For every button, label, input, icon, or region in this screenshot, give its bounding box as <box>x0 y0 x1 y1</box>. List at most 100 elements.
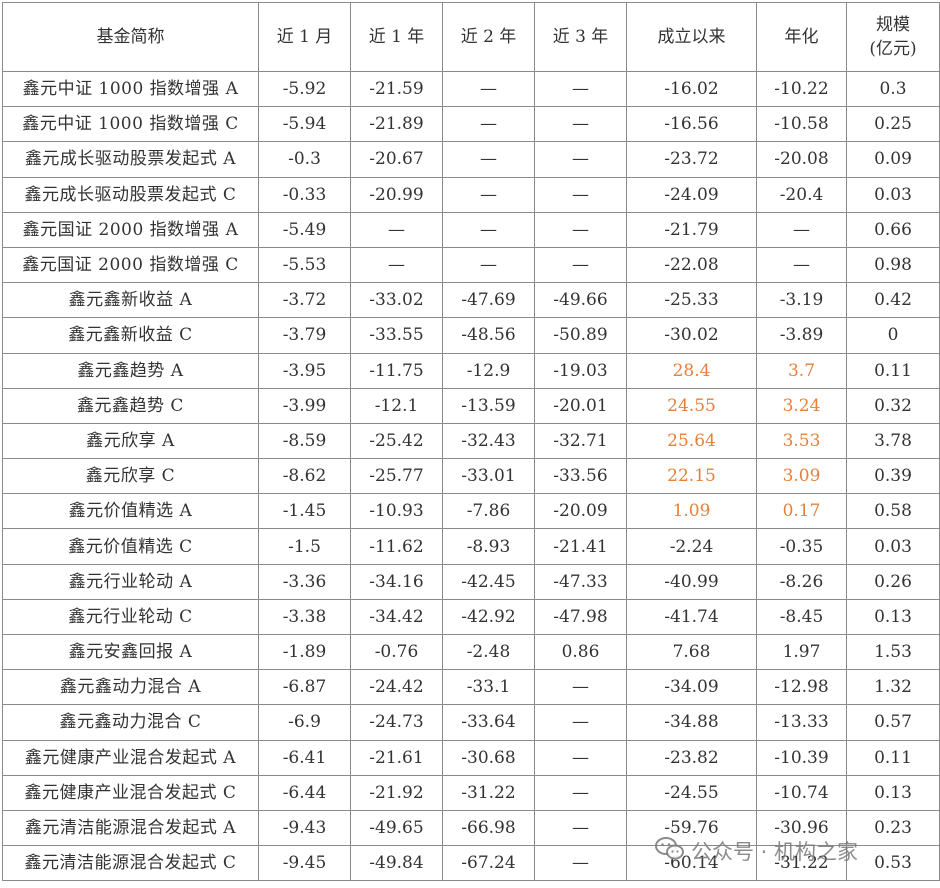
table-row: 鑫元健康产业混合发起式 C -6.44 -21.92 -31.22— -24.55 -10… <box>2 774 940 811</box>
table-cell: -21.61 <box>350 739 443 776</box>
table-cell: -9.45 <box>258 845 351 882</box>
table-cell: -13.59 <box>442 387 535 424</box>
table-cell: 0.53 <box>846 845 940 882</box>
table-cell: -24.55 <box>626 774 757 811</box>
column-header: 基金简称 <box>2 2 259 72</box>
table-cell: — <box>442 211 535 248</box>
table-cell: -34.16 <box>350 563 443 600</box>
table-cell: -19.03 <box>534 352 627 389</box>
table-cell: 22.15 <box>626 458 757 495</box>
fund-name-cell: 鑫元清洁能源混合发起式 A <box>2 809 259 847</box>
table-cell: -2.48 <box>442 633 535 671</box>
column-header: 成立以来 <box>626 2 757 72</box>
table-cell: — <box>756 211 847 248</box>
table-cell: -23.82 <box>626 739 757 776</box>
table-cell: -13.33 <box>756 704 847 741</box>
table-cell: -10.22 <box>756 70 847 108</box>
table-cell: -3.72 <box>258 282 351 319</box>
fund-name-cell: 鑫元鑫新收益 A <box>2 282 259 319</box>
fund-name-cell: 鑫元健康产业混合发起式 C <box>2 774 259 811</box>
table-cell: 0.17 <box>756 493 847 530</box>
table-cell: -20.4 <box>756 176 847 213</box>
table-cell: — <box>534 809 627 847</box>
table-cell: 0.13 <box>846 774 940 811</box>
table-row: 鑫元成长驱动股票发起式 A -0.3 -20.67— — -23.72 -20.08 0.0… <box>2 141 940 178</box>
table-cell: -59.76 <box>626 809 757 847</box>
column-header: 近 1 月 <box>258 2 351 72</box>
table-cell: 25.64 <box>626 422 757 460</box>
table-cell: 1.32 <box>846 669 940 706</box>
table-cell: -1.89 <box>258 633 351 671</box>
table-cell: 3.53 <box>756 422 847 460</box>
column-header-label: 基金简称 <box>96 27 165 47</box>
table-cell: 0.26 <box>846 563 940 600</box>
fund-name-cell: 鑫元清洁能源混合发起式 C <box>2 845 259 882</box>
table-cell: 0.23 <box>846 809 940 847</box>
table-row: 鑫元鑫趋势 C -3.99 -12.1 -13.59 -20.01 24.55 3.24 0.… <box>2 387 940 424</box>
table-cell: -34.88 <box>626 704 757 741</box>
table-row: 鑫元鑫新收益 C -3.79 -33.55 -48.56 -50.89 -30.02 -3.… <box>2 317 940 354</box>
table-row: 鑫元行业轮动 A -3.36 -34.16 -42.45 -47.33 -40.99 -8.… <box>2 563 940 600</box>
table-cell: — <box>442 141 535 178</box>
table-cell: -3.79 <box>258 317 351 354</box>
table-cell: -5.94 <box>258 106 351 143</box>
table-cell: -20.67 <box>350 141 443 178</box>
table-cell: -60.14 <box>626 845 757 882</box>
table-row: 鑫元健康产业混合发起式 A -6.41 -21.61 -30.68— -23.82 -10… <box>2 739 940 776</box>
table-cell: 0.13 <box>846 598 940 636</box>
table-cell: -32.71 <box>534 422 627 460</box>
table-cell: -2.24 <box>626 528 757 565</box>
table-cell: -8.26 <box>756 563 847 600</box>
fund-name-cell: 鑫元欣享 A <box>2 422 259 460</box>
table-cell: -10.93 <box>350 493 443 530</box>
table-cell: -16.02 <box>626 70 757 108</box>
table-cell: -34.09 <box>626 669 757 706</box>
table-cell: -11.62 <box>350 528 443 565</box>
table-cell: -21.59 <box>350 70 443 108</box>
column-header: 近 1 年 <box>350 2 443 72</box>
table-cell: -33.56 <box>534 458 627 495</box>
fund-name-cell: 鑫元价值精选 C <box>2 528 259 565</box>
fund-name-cell: 鑫元安鑫回报 A <box>2 633 259 671</box>
table-cell: -24.09 <box>626 176 757 213</box>
table-cell: -8.59 <box>258 422 351 460</box>
table-cell: -3.36 <box>258 563 351 600</box>
column-header: 近 2 年 <box>442 2 535 72</box>
table-cell: -31.22 <box>442 774 535 811</box>
table-cell: -24.73 <box>350 704 443 741</box>
table-cell: -12.9 <box>442 352 535 389</box>
table-cell: — <box>350 246 443 284</box>
table-cell: -7.86 <box>442 493 535 530</box>
fund-name-cell: 鑫元鑫动力混合 A <box>2 669 259 706</box>
table-cell: — <box>534 246 627 284</box>
table-row: 鑫元国证 2000 指数增强 A -5.49— — — -21.79—0.66 <box>2 211 940 248</box>
table-cell: — <box>534 669 627 706</box>
table-header: 基金简称 近 1 月 近 1 年 近 2 年 近 3 年 成立以来 年化 规模 (亿元) <box>2 2 940 72</box>
column-header: 规模 (亿元) <box>846 2 940 72</box>
table-cell: — <box>442 246 535 284</box>
table-cell: -0.35 <box>756 528 847 565</box>
table-cell: 0.57 <box>846 704 940 741</box>
table-cell: -33.55 <box>350 317 443 354</box>
table-cell: -0.3 <box>258 141 351 178</box>
table-cell: 0.3 <box>846 70 940 108</box>
header-row: 基金简称 近 1 月 近 1 年 近 2 年 近 3 年 成立以来 年化 规模 (亿元) <box>2 2 940 72</box>
table-cell: -47.98 <box>534 598 627 636</box>
table-cell: 3.24 <box>756 387 847 424</box>
table-cell: 1.09 <box>626 493 757 530</box>
table-cell: -11.75 <box>350 352 443 389</box>
table-cell: — <box>442 70 535 108</box>
table-cell: 1.97 <box>756 633 847 671</box>
table-cell: -24.42 <box>350 669 443 706</box>
table-cell: 3.09 <box>756 458 847 495</box>
table-cell: -3.38 <box>258 598 351 636</box>
table-row: 鑫元价值精选 A -1.45 -10.93 -7.86 -20.09 1.09 0.17 0.… <box>2 493 940 530</box>
fund-name-cell: 鑫元成长驱动股票发起式 A <box>2 141 259 178</box>
table-cell: 0 <box>846 317 940 354</box>
table-cell: -6.9 <box>258 704 351 741</box>
table-cell: -1.5 <box>258 528 351 565</box>
fund-name-cell: 鑫元成长驱动股票发起式 C <box>2 176 259 213</box>
column-header: 近 3 年 <box>534 2 627 72</box>
table-cell: -3.89 <box>756 317 847 354</box>
